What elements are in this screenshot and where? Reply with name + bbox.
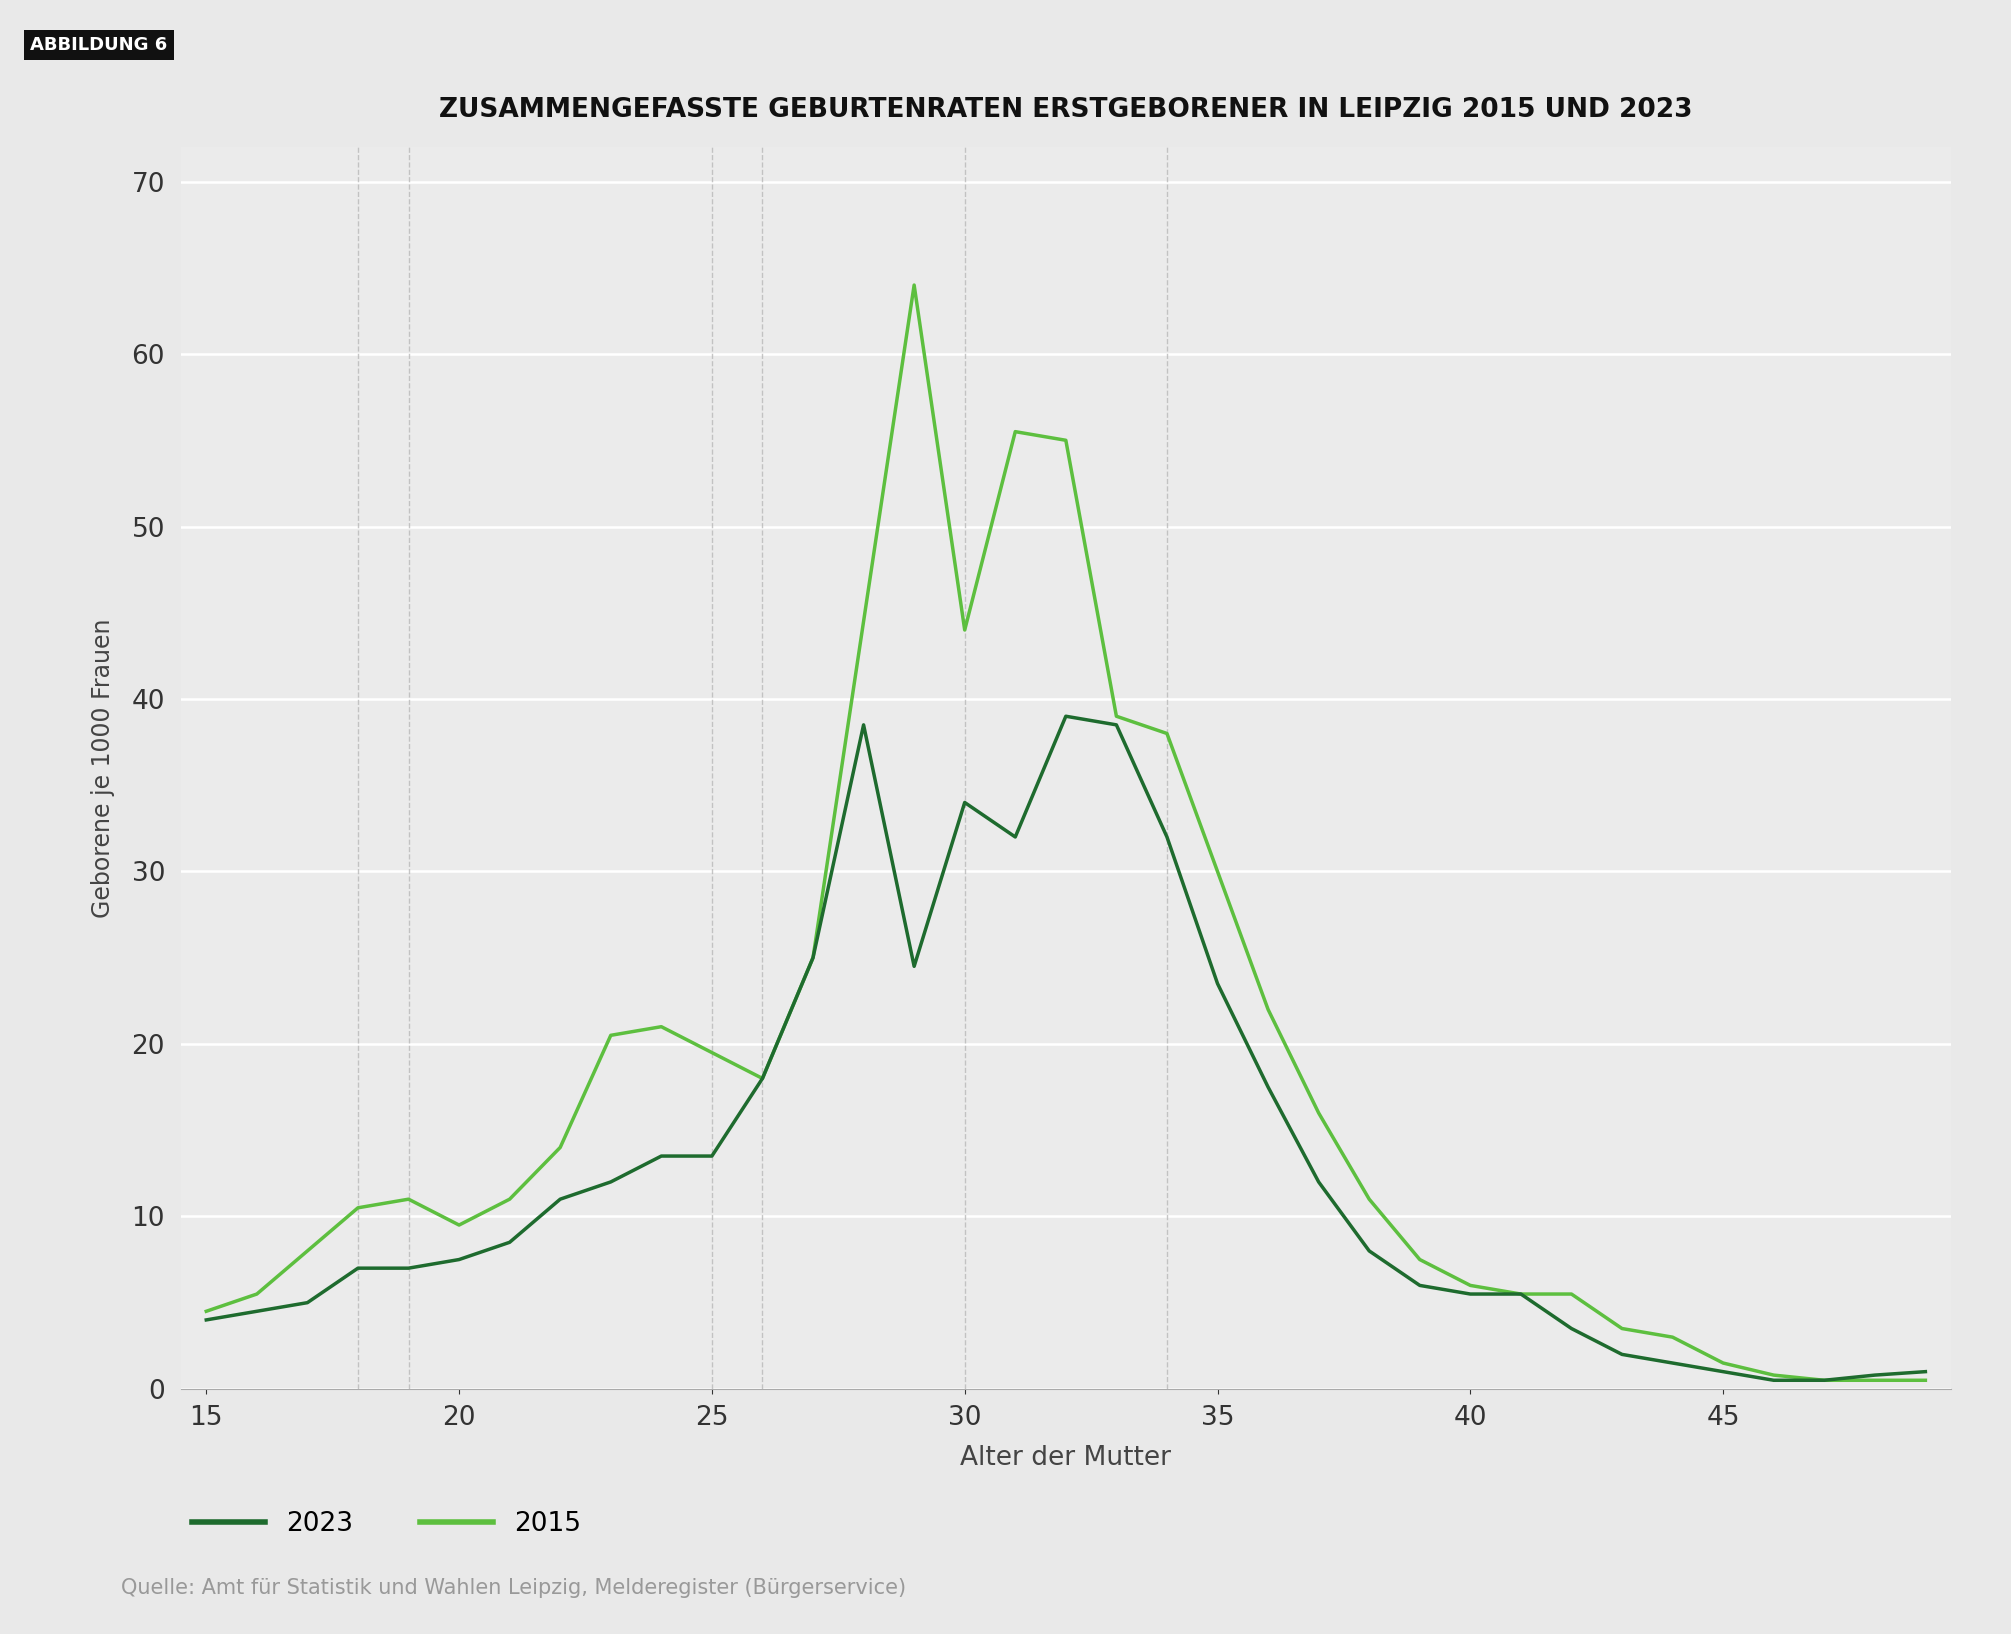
2023 (1257, 1077, 1281, 1096)
2015 (1862, 1371, 1886, 1391)
2023 (245, 1301, 269, 1320)
2023 (296, 1292, 320, 1312)
Text: Quelle: Amt für Statistik und Wahlen Leipzig, Melderegister (Bürgerservice): Quelle: Amt für Statistik und Wahlen Lei… (121, 1578, 905, 1598)
2015 (1762, 1366, 1786, 1386)
2023 (903, 956, 927, 975)
2015 (1408, 1250, 1432, 1270)
2015 (346, 1198, 370, 1217)
2023 (1661, 1353, 1685, 1373)
2023 (1862, 1366, 1886, 1386)
2023 (346, 1258, 370, 1278)
2015 (446, 1216, 471, 1235)
2015 (1508, 1284, 1532, 1304)
2023 (1458, 1284, 1482, 1304)
2015 (1154, 724, 1178, 743)
2023 (195, 1310, 219, 1330)
2015 (1357, 1190, 1382, 1209)
2023 (1054, 706, 1078, 725)
2023 (599, 1172, 623, 1191)
2015 (396, 1190, 420, 1209)
2015 (851, 611, 875, 631)
2023 (953, 792, 977, 812)
Legend: 2023, 2015: 2023, 2015 (181, 1500, 591, 1547)
2023 (446, 1250, 471, 1270)
2023 (650, 1147, 674, 1167)
2023 (1357, 1242, 1382, 1261)
Title: ZUSAMMENGEFASSTE GEBURTENRATEN ERSTGEBORENER IN LEIPZIG 2015 UND 2023: ZUSAMMENGEFASSTE GEBURTENRATEN ERSTGEBOR… (438, 96, 1693, 123)
2023 (1307, 1172, 1331, 1191)
2023 (851, 716, 875, 735)
2023 (1104, 716, 1128, 735)
Text: ABBILDUNG 6: ABBILDUNG 6 (30, 36, 167, 54)
2023 (396, 1258, 420, 1278)
2015 (1458, 1276, 1482, 1296)
2023 (1205, 974, 1229, 993)
2015 (1611, 1319, 1635, 1338)
2023 (1812, 1371, 1836, 1391)
2015 (1054, 430, 1078, 449)
2015 (1912, 1371, 1937, 1391)
X-axis label: Alter der Mutter: Alter der Mutter (961, 1444, 1170, 1471)
2015 (1559, 1284, 1583, 1304)
2015 (1104, 706, 1128, 725)
Line: 2023: 2023 (207, 716, 1925, 1381)
2015 (903, 275, 927, 294)
2015 (195, 1301, 219, 1320)
2015 (650, 1016, 674, 1036)
2015 (1003, 422, 1028, 441)
2015 (800, 948, 825, 967)
2023 (1912, 1361, 1937, 1381)
2015 (1205, 861, 1229, 881)
2015 (1307, 1103, 1331, 1123)
2023 (549, 1190, 573, 1209)
Line: 2015: 2015 (207, 284, 1925, 1381)
2023 (1611, 1345, 1635, 1364)
2015 (953, 621, 977, 641)
2015 (750, 1069, 774, 1088)
2023 (700, 1147, 724, 1167)
2023 (750, 1069, 774, 1088)
2015 (599, 1026, 623, 1046)
2023 (1003, 827, 1028, 846)
2015 (549, 1137, 573, 1157)
2023 (1154, 827, 1178, 846)
2023 (1711, 1361, 1735, 1381)
2023 (1408, 1276, 1432, 1296)
2023 (497, 1232, 521, 1252)
2023 (1762, 1371, 1786, 1391)
2023 (1508, 1284, 1532, 1304)
2015 (497, 1190, 521, 1209)
2023 (800, 948, 825, 967)
Y-axis label: Geborene je 1000 Frauen: Geborene je 1000 Frauen (90, 618, 115, 918)
2015 (1257, 1000, 1281, 1020)
2015 (1711, 1353, 1735, 1373)
2015 (700, 1042, 724, 1062)
2015 (1812, 1371, 1836, 1391)
2015 (245, 1284, 269, 1304)
2023 (1559, 1319, 1583, 1338)
2015 (1661, 1327, 1685, 1346)
2015 (296, 1242, 320, 1261)
